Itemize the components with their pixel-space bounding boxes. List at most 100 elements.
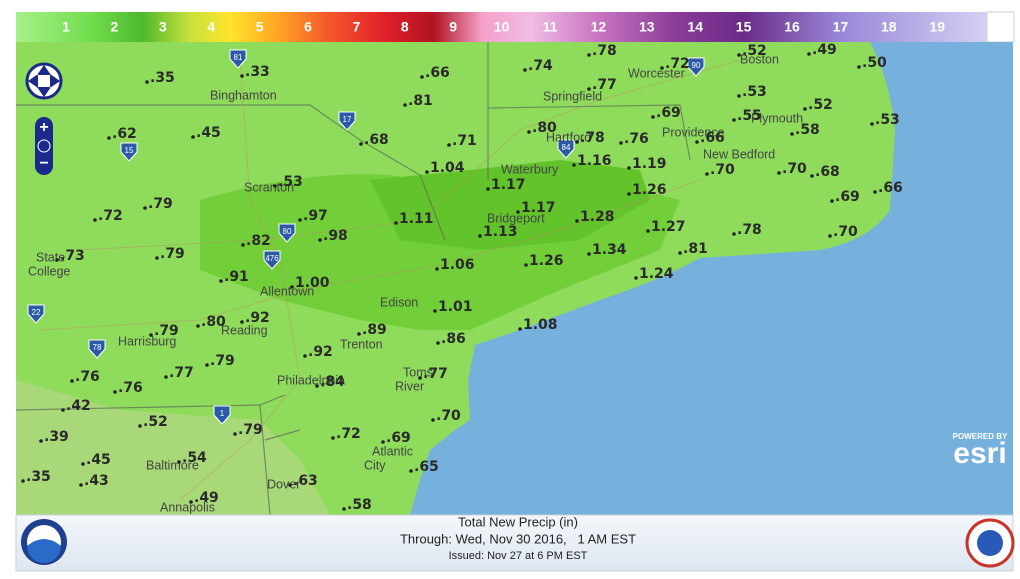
precip-value: .58 (795, 122, 820, 138)
precip-value: .76 (624, 131, 649, 147)
station-dot (315, 384, 319, 388)
powered-by: POWERED BY (953, 432, 1008, 441)
station-dot (695, 140, 699, 144)
precip-value: .50 (862, 55, 887, 71)
precip-value: 1.06 (440, 257, 475, 273)
zoom-globe[interactable] (37, 139, 51, 153)
legend-value: 12 (591, 19, 607, 35)
precip-value: .79 (238, 422, 263, 438)
station-dot (359, 142, 363, 146)
shield (120, 142, 138, 162)
station-dot (288, 483, 292, 487)
station-dot (205, 363, 209, 367)
precip-value: .69 (386, 430, 411, 446)
city-name: Reading (221, 323, 268, 337)
station-dot (138, 424, 142, 428)
station-dot (575, 140, 579, 144)
city-name: Harrisburg (118, 334, 176, 348)
station-dot (737, 53, 741, 57)
precip-value: 1.34 (592, 242, 627, 258)
station-dot (196, 324, 200, 328)
footer-title: Total New Precip (in) (458, 514, 578, 529)
station-dot (303, 354, 307, 358)
precip-value: .53 (875, 112, 900, 128)
precip-value: .35 (150, 70, 175, 86)
highway-number: 17 (343, 115, 352, 124)
precip-value: .92 (308, 344, 333, 360)
station-dot (777, 171, 781, 175)
station-dot (331, 436, 335, 440)
precip-value: .76 (118, 380, 143, 396)
station-dot (240, 74, 244, 78)
legend-value: 14 (687, 19, 703, 35)
station-dot (436, 341, 440, 345)
station-dot (523, 68, 527, 72)
station-dot (39, 439, 43, 443)
station-dot (634, 276, 638, 280)
city-name: Baltimore (146, 458, 199, 472)
precip-value: 1.13 (483, 224, 518, 240)
precip-value: .79 (148, 196, 173, 212)
station-dot (790, 132, 794, 136)
station-dot (518, 327, 522, 331)
precip-value: .72 (98, 208, 123, 224)
station-dot (587, 87, 591, 91)
station-dot (660, 66, 664, 70)
zoom-in[interactable]: + (39, 119, 48, 136)
station-dot (394, 221, 398, 225)
station-dot (61, 408, 65, 412)
station-dot (810, 174, 814, 178)
station-dot (737, 94, 741, 98)
precip-value: 1.19 (632, 156, 667, 172)
shield (27, 304, 45, 324)
precip-value: .80 (201, 314, 226, 330)
footer-through: Through: Wed, Nov 30 2016, 1 AM EST (400, 531, 636, 546)
highway-number: 80 (283, 227, 292, 236)
city-name: Atlantic (372, 444, 413, 458)
station-dot (107, 136, 111, 140)
legend-value: 19 (929, 19, 945, 35)
legend-value: 1 (62, 19, 70, 35)
shield (557, 139, 575, 159)
station-dot (241, 243, 245, 247)
precip-value: 1.24 (639, 266, 674, 282)
station-dot (418, 376, 422, 380)
legend-value: 15 (736, 19, 752, 35)
station-dot (290, 285, 294, 289)
legend-value: 10 (494, 19, 510, 35)
precip-value: .69 (835, 189, 860, 205)
shield (88, 339, 106, 359)
station-dot (81, 462, 85, 466)
highway-number: 22 (32, 308, 41, 317)
legend-end (986, 11, 1015, 43)
station-dot (732, 118, 736, 122)
shield (229, 49, 247, 69)
city-name: Springfield (543, 89, 602, 103)
precip-value: .78 (580, 130, 605, 146)
precip-value: .97 (303, 208, 328, 224)
precip-value: .70 (436, 408, 461, 424)
station-dot (233, 432, 237, 436)
station-dot (381, 440, 385, 444)
precip-value: .43 (84, 473, 109, 489)
legend-value: 6 (304, 19, 312, 35)
station-dot (873, 190, 877, 194)
precip-value: 1.26 (529, 253, 564, 269)
precip-value: .69 (656, 105, 681, 121)
highway-number: 476 (265, 254, 279, 263)
zoom-out[interactable]: − (39, 155, 48, 172)
precip-value: .82 (246, 233, 271, 249)
station-dot (425, 170, 429, 174)
station-dot (678, 251, 682, 255)
precip-value: .63 (293, 473, 318, 489)
city-name: Annapolis (160, 500, 215, 514)
precip-value: .77 (423, 366, 448, 382)
shield (213, 405, 231, 425)
station-dot (55, 258, 59, 262)
pan-control[interactable] (25, 62, 63, 100)
precip-value: .71 (452, 133, 477, 149)
legend-value: 18 (881, 19, 897, 35)
city-labels: BinghamtonScrantonStateCollegeAllentownR… (28, 52, 803, 514)
precip-value: .79 (160, 246, 185, 262)
roads (39, 59, 741, 501)
